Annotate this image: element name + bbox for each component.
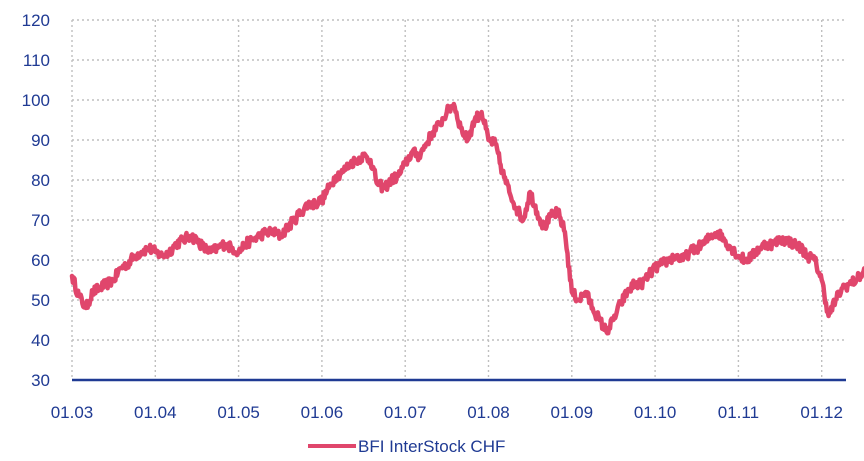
y-tick-label: 40 [31,331,50,350]
x-axis-ticks: 01.03 01.04 01.05 01.06 01.07 01.08 01.09 01.10… [51,403,843,422]
y-tick-label: 120 [22,11,50,30]
x-tick-label: 01.06 [301,403,344,422]
grid [71,19,846,380]
y-tick-label: 100 [22,91,50,110]
y-tick-label: 70 [31,211,50,230]
y-tick-label: 60 [31,251,50,270]
x-tick-label: 01.12 [800,403,843,422]
x-tick-label: 01.09 [551,403,594,422]
y-tick-label: 80 [31,171,50,190]
y-tick-label: 30 [31,371,50,390]
y-tick-label: 90 [31,131,50,150]
x-tick-label: 01.07 [384,403,427,422]
y-tick-label: 110 [23,51,50,70]
x-tick-label: 01.05 [217,403,260,422]
series-layer [69,101,864,336]
y-tick-label: 50 [31,291,50,310]
x-tick-label: 01.10 [634,403,677,422]
legend: BFI InterStock CHF [308,437,505,456]
y-axis-ticks: 30 40 50 60 70 80 90 100 110 120 [22,11,50,390]
x-tick-label: 01.11 [718,403,759,422]
series-line [69,101,864,336]
legend-label: BFI InterStock CHF [358,437,505,456]
x-tick-label: 01.03 [51,403,94,422]
x-tick-label: 01.04 [134,403,177,422]
x-tick-label: 01.08 [467,403,510,422]
